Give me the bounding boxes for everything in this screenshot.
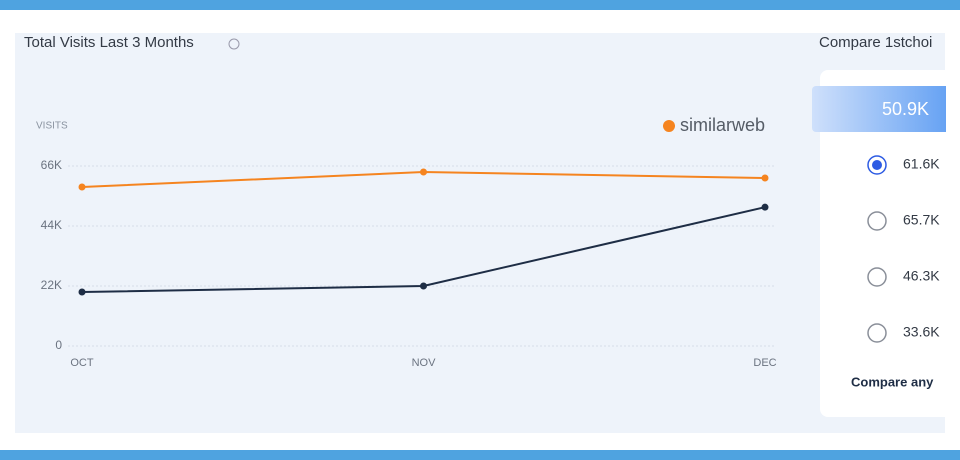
data-point	[78, 288, 86, 296]
y-tick-label: 0	[55, 338, 62, 352]
x-tick-label: OCT	[70, 357, 94, 369]
radio-dot	[872, 160, 882, 170]
radio-button[interactable]	[867, 323, 887, 343]
data-point	[420, 168, 427, 176]
option-value: 33.6K	[903, 324, 940, 340]
compare-card	[820, 70, 960, 417]
chart-title: Total Visits Last 3 Months	[24, 34, 194, 51]
radio-button[interactable]	[867, 267, 887, 287]
y-tick-label: 22K	[41, 278, 62, 292]
top-border	[0, 0, 960, 10]
right-edge	[946, 0, 960, 460]
plot: 0 22K 44K 66K OCT NOV DEC	[41, 158, 777, 369]
option-value: 46.3K	[903, 268, 940, 284]
selected-value: 50.9K	[882, 99, 929, 119]
chart-panel	[15, 33, 945, 433]
top-border-edge	[946, 0, 960, 10]
watermark: similarweb	[680, 115, 765, 135]
x-tick-label: NOV	[412, 357, 437, 369]
y-axis-label: VISITS	[36, 121, 68, 132]
option-value: 61.6K	[903, 156, 940, 172]
option-value: 65.7K	[903, 212, 940, 228]
data-point	[420, 282, 427, 290]
bottom-border	[0, 450, 960, 460]
info-icon[interactable]	[228, 38, 240, 50]
compare-link[interactable]: Compare any	[851, 374, 934, 389]
radio-button[interactable]	[867, 211, 887, 231]
y-tick-label: 44K	[41, 218, 62, 232]
logo-icon	[663, 120, 675, 132]
bottom-border-edge	[946, 450, 960, 460]
selected-site[interactable]	[812, 86, 960, 132]
compare-title: Compare 1stchoi	[819, 34, 932, 51]
y-tick-label: 66K	[41, 158, 62, 172]
data-point	[78, 183, 86, 191]
data-point	[761, 174, 769, 182]
x-tick-label: DEC	[753, 357, 776, 369]
data-point	[761, 203, 769, 211]
